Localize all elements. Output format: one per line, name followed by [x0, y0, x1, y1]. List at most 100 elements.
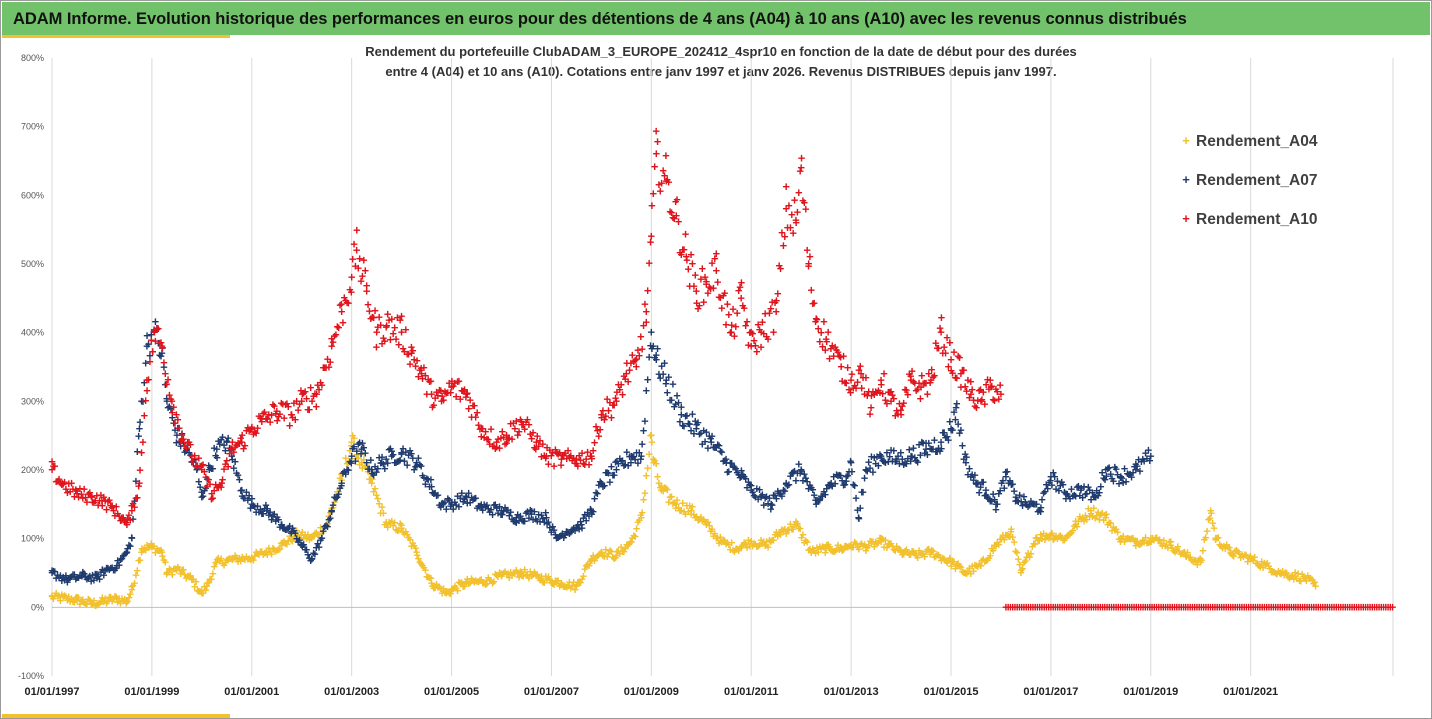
- point-Rendement_A04: +: [79, 592, 87, 607]
- point-Rendement_A07: +: [328, 503, 336, 518]
- point-Rendement_A04: +: [543, 573, 551, 588]
- legend: + Rendement_A04 + Rendement_A07 + Rendement_A…: [1182, 133, 1318, 228]
- point-Rendement_A04: +: [457, 576, 465, 591]
- point-Rendement_A04: +: [616, 546, 624, 561]
- point-Rendement_A04: +: [128, 582, 136, 597]
- point-Rendement_A04: +: [591, 553, 599, 568]
- point-Rendement_A04: +: [521, 562, 529, 577]
- point-Rendement_A04: +: [603, 549, 611, 564]
- point-Rendement_A04: +: [581, 562, 589, 577]
- point-Rendement_A04: +: [745, 533, 753, 548]
- point-Rendement_A04: +: [1110, 520, 1118, 535]
- point-Rendement_A04: +: [461, 579, 469, 594]
- point-Rendement_A04: +: [48, 588, 56, 603]
- point-Rendement_A04: +: [912, 548, 920, 563]
- point-Rendement_A04: +: [928, 542, 936, 557]
- point-Rendement_A04: +: [693, 509, 701, 524]
- point-Rendement_A04: +: [212, 555, 220, 570]
- point-Rendement_A04: +: [739, 537, 747, 552]
- point-Rendement_A04: +: [368, 476, 376, 491]
- point-Rendement_A04: +: [173, 563, 181, 578]
- point-Rendement_A04: +: [255, 547, 263, 562]
- point-Rendement_A04: +: [1177, 547, 1185, 562]
- point-Rendement_A04: +: [1235, 546, 1243, 561]
- point-Rendement_A04: +: [519, 568, 527, 583]
- point-Rendement_A04: +: [409, 536, 417, 551]
- point-Rendement_A04: +: [840, 542, 848, 557]
- point-Rendement_A04: +: [770, 532, 778, 547]
- point-Rendement_A04: +: [385, 514, 393, 529]
- point-Rendement_A04: +: [882, 533, 890, 548]
- point-Rendement_A04: +: [974, 559, 982, 574]
- point-Rendement_A04: +: [640, 492, 648, 507]
- point-Rendement_A04: +: [131, 575, 139, 590]
- point-Rendement_A04: +: [287, 533, 295, 548]
- point-Rendement_A04: +: [324, 516, 332, 531]
- point-Rendement_A04: +: [1059, 533, 1067, 548]
- point-Rendement_A04: +: [188, 571, 196, 586]
- point-Rendement_A04: +: [718, 534, 726, 549]
- point-Rendement_A04: +: [1002, 527, 1010, 542]
- point-Rendement_A04: +: [1245, 550, 1253, 565]
- point-Rendement_A04: +: [924, 542, 932, 557]
- point-Rendement_A04: +: [299, 524, 307, 539]
- point-Rendement_A04: +: [865, 538, 873, 553]
- point-Rendement_A04: +: [1069, 523, 1077, 538]
- point-Rendement_A04: +: [894, 542, 902, 557]
- point-Rendement_A04: +: [1045, 531, 1053, 546]
- point-Rendement_A10: +: [740, 300, 748, 315]
- point-Rendement_A07: +: [213, 441, 221, 456]
- point-Rendement_A04: +: [345, 455, 353, 470]
- point-Rendement_A04: +: [619, 544, 627, 559]
- point-Rendement_A07: +: [206, 462, 214, 477]
- point-Rendement_A04: +: [982, 553, 990, 568]
- legend-marker-Rendement_A07: +: [1182, 172, 1190, 187]
- point-Rendement_A04: +: [561, 579, 569, 594]
- point-Rendement_A07: +: [48, 565, 56, 580]
- point-Rendement_A04: +: [901, 544, 909, 559]
- point-Rendement_A04: +: [1296, 573, 1304, 588]
- point-Rendement_A04: +: [932, 549, 940, 564]
- point-Rendement_A04: +: [771, 527, 779, 542]
- point-Rendement_A04: +: [485, 570, 493, 585]
- point-Rendement_A07: +: [128, 531, 136, 546]
- point-Rendement_A04: +: [973, 558, 981, 573]
- point-Rendement_A04: +: [1062, 530, 1070, 545]
- y-tick-label: 800%: [21, 53, 44, 63]
- point-Rendement_A04: +: [782, 526, 790, 541]
- point-Rendement_A04: +: [533, 567, 541, 582]
- point-Rendement_A04: +: [132, 568, 140, 583]
- point-Rendement_A04: +: [987, 548, 995, 563]
- point-Rendement_A04: +: [801, 535, 809, 550]
- point-Rendement_A04: +: [750, 536, 758, 551]
- point-Rendement_A04: +: [388, 514, 396, 529]
- point-Rendement_A04: +: [89, 596, 97, 611]
- point-Rendement_A04: +: [243, 549, 251, 564]
- point-Rendement_A04: +: [383, 517, 391, 532]
- point-Rendement_A04: +: [817, 541, 825, 556]
- point-Rendement_A07: +: [413, 455, 421, 470]
- point-Rendement_A07: +: [428, 479, 436, 494]
- point-Rendement_A04: +: [884, 536, 892, 551]
- point-Rendement_A04: +: [343, 456, 351, 471]
- point-Rendement_A04: +: [708, 521, 716, 536]
- point-Rendement_A07: +: [588, 503, 596, 518]
- point-Rendement_A04: +: [1192, 553, 1200, 568]
- y-tick-label: -100%: [18, 671, 44, 681]
- point-Rendement_A04: +: [1026, 549, 1034, 564]
- point-Rendement_A04: +: [1112, 521, 1120, 536]
- point-Rendement_A04: +: [1254, 556, 1262, 571]
- point-Rendement_A04: +: [524, 567, 532, 582]
- point-Rendement_A07: +: [248, 496, 256, 511]
- point-Rendement_A04: +: [752, 536, 760, 551]
- point-Rendement_A04: +: [680, 504, 688, 519]
- point-Rendement_A04: +: [1303, 573, 1311, 588]
- point-Rendement_A04: +: [375, 496, 383, 511]
- point-Rendement_A04: +: [150, 538, 158, 553]
- point-Rendement_A04: +: [763, 534, 771, 549]
- point-Rendement_A07: +: [638, 437, 646, 452]
- point-Rendement_A04: +: [658, 483, 666, 498]
- point-Rendement_A04: +: [726, 542, 734, 557]
- point-Rendement_A07: +: [263, 503, 271, 518]
- point-Rendement_A04: +: [554, 573, 562, 588]
